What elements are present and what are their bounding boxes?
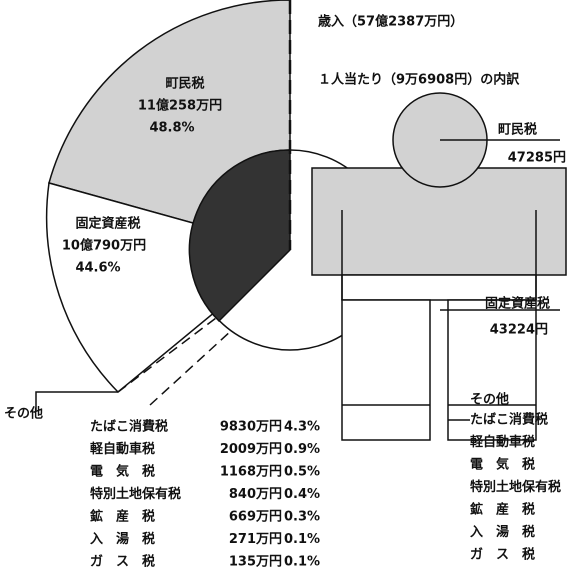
other-amount: 9830万円 bbox=[220, 420, 282, 435]
person-other-name: 特別土地保有税 bbox=[470, 479, 561, 495]
infographic: 歳入（57億2387万円）１人当たり（9万6908円）の内訳町民税11億258万… bbox=[0, 0, 570, 579]
person-other-name: 鉱 産 税 bbox=[470, 502, 535, 518]
other-amount: 669万円 bbox=[229, 510, 282, 525]
person-name: 町民税 bbox=[498, 122, 537, 138]
person-figure bbox=[312, 93, 566, 440]
person-other-label: その他 bbox=[470, 392, 509, 408]
other-percent: 0.4% bbox=[284, 487, 320, 502]
title: 歳入（57億2387万円） bbox=[318, 14, 463, 30]
person-other-name: ガ ス 税 bbox=[470, 547, 535, 563]
other-name: 入 湯 税 bbox=[90, 531, 155, 547]
person-amount: 43224円 bbox=[490, 323, 548, 338]
person-other-name: たばこ消費税 bbox=[470, 412, 548, 428]
segment-percent: 44.6% bbox=[75, 261, 120, 276]
other-label: その他 bbox=[4, 406, 43, 422]
other-name: 鉱 産 税 bbox=[90, 509, 155, 525]
other-name: ガ ス 税 bbox=[90, 554, 155, 570]
segment-name: 町民税 bbox=[165, 76, 204, 92]
segment-amount: 10億790万円 bbox=[62, 238, 146, 254]
other-amount: 271万円 bbox=[229, 532, 282, 547]
other-name: 軽自動車税 bbox=[90, 441, 155, 457]
other-amount: 840万円 bbox=[229, 487, 282, 502]
segment-name: 固定資産税 bbox=[75, 216, 140, 232]
segment-amount: 11億258万円 bbox=[138, 98, 222, 114]
person-other-name: 入 湯 税 bbox=[470, 524, 535, 540]
segment-percent: 48.8% bbox=[149, 121, 194, 136]
other-bracket bbox=[36, 392, 118, 410]
other-name: 特別土地保有税 bbox=[90, 486, 181, 502]
other-percent: 0.5% bbox=[284, 465, 320, 480]
other-name: 電 気 税 bbox=[90, 464, 155, 480]
other-percent: 4.3% bbox=[284, 420, 320, 435]
other-percent: 0.1% bbox=[284, 555, 320, 570]
other-amount: 2009万円 bbox=[220, 442, 282, 457]
other-amount: 135万円 bbox=[229, 555, 282, 570]
other-percent: 0.1% bbox=[284, 532, 320, 547]
person-amount: 47285円 bbox=[508, 151, 566, 166]
person-name: 固定資産税 bbox=[485, 296, 550, 312]
subtitle: １人当たり（9万6908円）の内訳 bbox=[318, 72, 520, 88]
other-name: たばこ消費税 bbox=[90, 419, 168, 435]
other-percent: 0.9% bbox=[284, 442, 320, 457]
other-amount: 1168万円 bbox=[220, 465, 282, 480]
person-other-name: 電 気 税 bbox=[470, 457, 535, 473]
other-percent: 0.3% bbox=[284, 510, 320, 525]
person-other-name: 軽自動車税 bbox=[470, 434, 535, 450]
